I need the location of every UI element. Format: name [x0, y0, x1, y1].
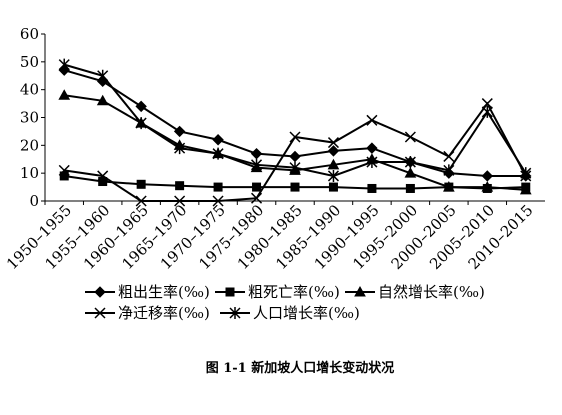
marker [58, 164, 70, 176]
y-tick-label: 40 [20, 81, 39, 99]
marker [520, 167, 532, 180]
y-tick-label: 0 [29, 192, 39, 210]
marker [229, 307, 241, 319]
marker [135, 195, 147, 207]
marker [366, 114, 378, 126]
marker [405, 183, 415, 193]
marker [289, 131, 301, 143]
chart-caption: 图 1-1 新加坡人口增长变动状况 [206, 360, 395, 376]
marker [327, 169, 339, 182]
marker [366, 142, 378, 154]
marker [290, 182, 300, 192]
marker [94, 307, 106, 319]
marker [174, 195, 186, 207]
marker [58, 89, 71, 100]
marker [213, 182, 223, 192]
marker [519, 183, 532, 195]
marker [443, 150, 455, 162]
marker [135, 100, 147, 113]
marker [251, 192, 263, 204]
marker [251, 158, 263, 171]
marker [252, 182, 262, 192]
marker [98, 177, 108, 187]
marker [443, 164, 455, 177]
marker [212, 147, 224, 160]
marker [250, 147, 263, 160]
marker [175, 181, 185, 191]
marker [481, 170, 494, 182]
y-tick-label: 10 [20, 164, 39, 182]
marker [136, 179, 146, 189]
y-tick-label: 60 [20, 25, 39, 43]
legend-label: 人口增长率(‰) [253, 304, 360, 322]
marker [94, 286, 106, 298]
marker [366, 156, 378, 169]
marker [404, 167, 417, 178]
marker [289, 150, 301, 163]
y-tick-label: 50 [20, 53, 39, 71]
marker [481, 105, 493, 118]
marker [96, 94, 109, 106]
legend-label: 粗出生率(‰) [118, 283, 210, 301]
marker [354, 285, 366, 297]
marker [327, 145, 340, 157]
legend-label: 净迁移率(‰) [118, 304, 210, 322]
legend-label: 粗死亡率(‰) [248, 283, 340, 301]
marker [59, 171, 69, 181]
y-tick-label: 30 [20, 109, 39, 127]
marker [289, 161, 301, 174]
marker [328, 182, 338, 192]
marker [404, 156, 416, 169]
marker [174, 142, 186, 155]
marker [327, 158, 340, 170]
marker [367, 183, 377, 193]
marker [481, 98, 493, 110]
marker [97, 69, 109, 82]
marker [97, 170, 109, 182]
marker [58, 58, 70, 71]
y-tick-label: 20 [20, 136, 39, 154]
marker [404, 131, 416, 143]
legend-label: 自然增长率(‰) [378, 283, 485, 301]
marker [212, 134, 224, 146]
marker [481, 181, 494, 192]
marker [212, 195, 224, 207]
marker [173, 125, 186, 138]
marker [225, 287, 235, 297]
marker [442, 181, 455, 192]
marker [327, 137, 339, 149]
marker [135, 117, 147, 130]
